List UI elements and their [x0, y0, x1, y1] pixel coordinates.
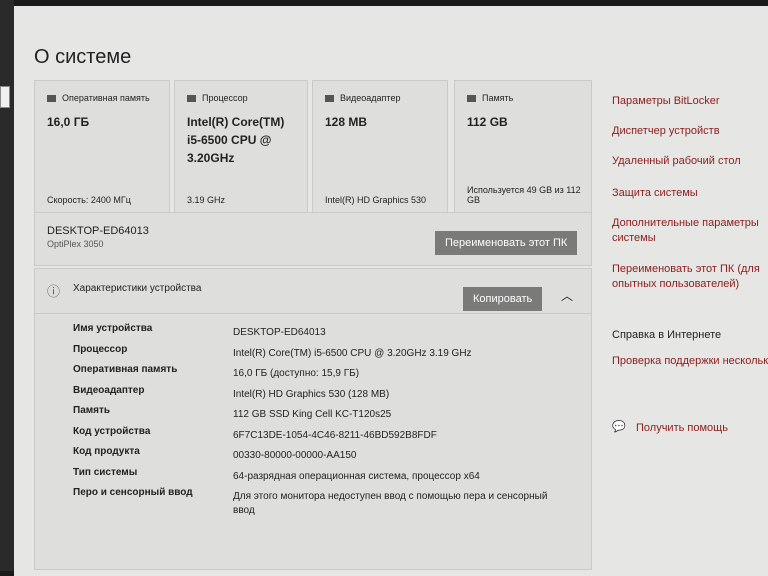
spec-label: Память	[73, 405, 111, 416]
card-label: Видеоадаптер	[340, 93, 401, 103]
ram-icon	[47, 94, 56, 102]
card-storage: Память 112 GB Используется 49 GB из 112 …	[454, 80, 592, 214]
divider	[35, 313, 591, 314]
gpu-icon	[325, 94, 334, 102]
related-link[interactable]: Переименовать этот ПК (для опытных польз…	[612, 263, 760, 290]
spec-value: Intel(R) HD Graphics 530 (128 MB)	[233, 388, 390, 400]
settings-window: О системе Оперативная память 16,0 ГБ Ско…	[0, 6, 768, 576]
card-ram: Оперативная память 16,0 ГБ Скорость: 240…	[34, 80, 170, 214]
get-help-icon: 💬	[612, 421, 626, 433]
device-specs-panel: ⓘ Характеристики устройства Копировать ︿…	[34, 268, 592, 570]
left-edge	[0, 0, 14, 571]
related-link[interactable]: Дополнительные параметры системы	[612, 217, 759, 244]
card-label: Оперативная память	[62, 93, 150, 103]
spec-label: Код устройства	[73, 425, 151, 437]
spec-value: 6F7C13DE-1054-4C46-8211-46BD592B8FDF	[233, 429, 437, 441]
card-gpu: Видеоадаптер 128 MB Intel(R) HD Graphics…	[312, 80, 448, 214]
spec-label: Оперативная память	[73, 364, 178, 375]
spec-value: Для этого монитора недоступен ввод с пом…	[233, 491, 548, 516]
nav-toggle[interactable]	[0, 86, 10, 108]
spec-value: Intel(R) Core(TM) i5-6500 CPU @ 3.20GHz …	[233, 347, 472, 359]
card-label: Процессор	[202, 93, 248, 103]
spec-value: 112 GB SSD King Cell KC-T120s25	[233, 409, 392, 420]
storage-icon	[467, 94, 476, 102]
card-footer: Скорость: 2400 МГц	[47, 195, 131, 205]
spec-label: Код продукта	[73, 446, 140, 457]
card-value: 128 MB	[325, 115, 368, 129]
card-footer: Intel(R) HD Graphics 530	[325, 195, 427, 205]
spec-label: Перо и сенсорный ввод	[73, 487, 193, 498]
related-link[interactable]: Защита системы	[612, 187, 698, 199]
card-value: Intel(R) Core(TM) i5-6500 CPU @ 3.20GHz	[187, 115, 285, 165]
spec-label: Процессор	[73, 343, 128, 355]
spec-label: Имя устройства	[73, 323, 153, 334]
rename-pc-button[interactable]: Переименовать этот ПК	[435, 231, 578, 255]
spec-value: 64-разрядная операционная система, проце…	[233, 470, 480, 482]
spec-label: Тип системы	[73, 466, 138, 478]
copy-button[interactable]: Копировать	[463, 287, 543, 311]
card-footer: Используется 49 GB из 112 GB	[467, 185, 581, 205]
specs-title: Характеристики устройства	[73, 283, 202, 294]
card-footer: 3.19 GHz	[187, 195, 226, 205]
cpu-icon	[187, 94, 196, 102]
device-model: OptiPlex 3050	[47, 239, 104, 249]
help-title: Справка в Интернете	[612, 329, 722, 341]
card-value: 112 GB	[467, 115, 508, 129]
language-support-link[interactable]: Проверка поддержки нескольких языков	[612, 355, 768, 367]
get-help-link[interactable]: Получить помощь	[636, 422, 728, 434]
device-name: DESKTOP-ED64013	[47, 225, 149, 237]
spec-value: 00330-80000-00000-AA150	[233, 450, 357, 461]
device-name-panel: DESKTOP-ED64013 OptiPlex 3050 Переименов…	[34, 212, 592, 266]
related-link[interactable]: Диспетчер устройств	[612, 125, 720, 137]
info-icon: ⓘ	[47, 284, 61, 299]
card-value: 16,0 ГБ	[47, 115, 90, 129]
spec-label: Видеоадаптер	[73, 384, 145, 396]
page-title: О системе	[34, 46, 132, 68]
spec-value: DESKTOP-ED64013	[233, 327, 326, 338]
card-label: Память	[482, 93, 514, 103]
related-link[interactable]: Удаленный рабочий стол	[612, 155, 741, 167]
spec-value: 16,0 ГБ (доступно: 15,9 ГБ)	[233, 368, 360, 379]
related-link[interactable]: Параметры BitLocker	[612, 95, 720, 107]
chevron-up-icon[interactable]: ︿	[561, 289, 574, 303]
card-cpu: Процессор Intel(R) Core(TM) i5-6500 CPU …	[174, 80, 308, 214]
